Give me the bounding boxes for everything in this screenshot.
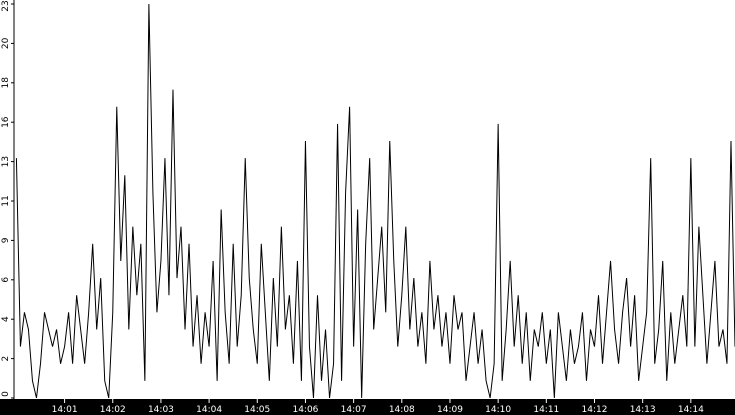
x-tick-label: 14:05 — [244, 405, 270, 415]
x-tick-label: 14:11 — [533, 405, 559, 415]
y-tick-label: 9 — [1, 237, 11, 243]
y-tick-label: 13 — [1, 156, 11, 167]
y-tick-label: 23 — [1, 0, 11, 11]
x-tick-label: 14:12 — [582, 405, 608, 415]
x-tick-label: 14:03 — [148, 405, 174, 415]
x-tick-label: 14:01 — [52, 405, 78, 415]
x-tick-label: 14:14 — [678, 405, 704, 415]
series-line — [15, 3, 735, 399]
x-tick-label: 14:09 — [437, 405, 463, 415]
x-tick-label: 14:04 — [196, 405, 222, 415]
x-axis-bar — [0, 399, 735, 415]
x-tick-label: 14:02 — [100, 405, 126, 415]
y-tick-label: 11 — [1, 195, 11, 206]
y-tick-label: 4 — [1, 316, 11, 322]
x-tick-label: 14:10 — [485, 405, 511, 415]
x-tick-label: 14:13 — [630, 405, 656, 415]
y-tick-label: 0 — [1, 391, 11, 397]
y-tick-label: 16 — [1, 116, 11, 128]
x-tick-label: 14:06 — [292, 405, 318, 415]
x-tick-label: 14:08 — [389, 405, 415, 415]
y-tick-label: 2 — [1, 356, 11, 362]
y-tick-label: 20 — [1, 37, 11, 49]
y-tick-label: 18 — [1, 77, 11, 89]
y-tick-label: 6 — [1, 277, 11, 283]
x-tick-label: 14:07 — [341, 405, 367, 415]
